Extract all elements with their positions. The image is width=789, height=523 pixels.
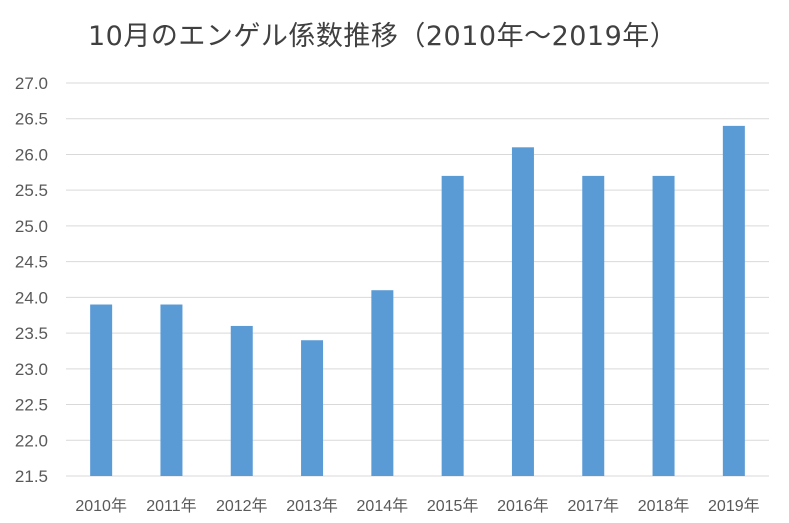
x-tick-label: 2018年 xyxy=(638,497,690,515)
bar-2014年 xyxy=(371,290,394,476)
bar-2017年 xyxy=(582,175,605,476)
x-tick-label: 2016年 xyxy=(497,497,549,515)
x-tick-label: 2013年 xyxy=(286,497,338,515)
y-tick-label: 24.5 xyxy=(15,253,48,272)
bar-2016年 xyxy=(511,147,534,477)
bar-2019年 xyxy=(722,125,745,476)
y-tick-label: 25.5 xyxy=(15,181,48,200)
bar-2018年 xyxy=(652,175,675,476)
bar-2012年 xyxy=(230,325,253,476)
x-tick-label: 2010年 xyxy=(75,497,127,515)
y-tick-label: 24.0 xyxy=(15,288,48,307)
y-tick-label: 23.0 xyxy=(15,360,48,379)
y-tick-label: 22.0 xyxy=(15,431,48,450)
y-tick-label: 21.5 xyxy=(15,467,48,486)
x-tick-label: 2017年 xyxy=(567,497,619,515)
chart-title: 10月のエンゲル係数推移（2010年～2019年） xyxy=(88,21,678,52)
bar-2015年 xyxy=(441,175,464,476)
y-tick-label: 26.0 xyxy=(15,145,48,164)
x-tick-label: 2011年 xyxy=(146,497,196,515)
y-tick-label: 25.0 xyxy=(15,217,48,236)
y-tick-label: 23.5 xyxy=(15,324,48,343)
x-tick-label: 2019年 xyxy=(708,497,760,515)
y-tick-label: 27.0 xyxy=(15,74,48,93)
x-tick-label: 2014年 xyxy=(357,497,409,515)
y-tick-label: 22.5 xyxy=(15,396,48,415)
x-tick-label: 2012年 xyxy=(216,497,268,515)
y-tick-label: 26.5 xyxy=(15,110,48,129)
bar-2010年 xyxy=(90,304,113,476)
x-tick-label: 2015年 xyxy=(427,497,479,515)
bar-2013年 xyxy=(301,340,324,476)
bar-2011年 xyxy=(160,304,183,476)
